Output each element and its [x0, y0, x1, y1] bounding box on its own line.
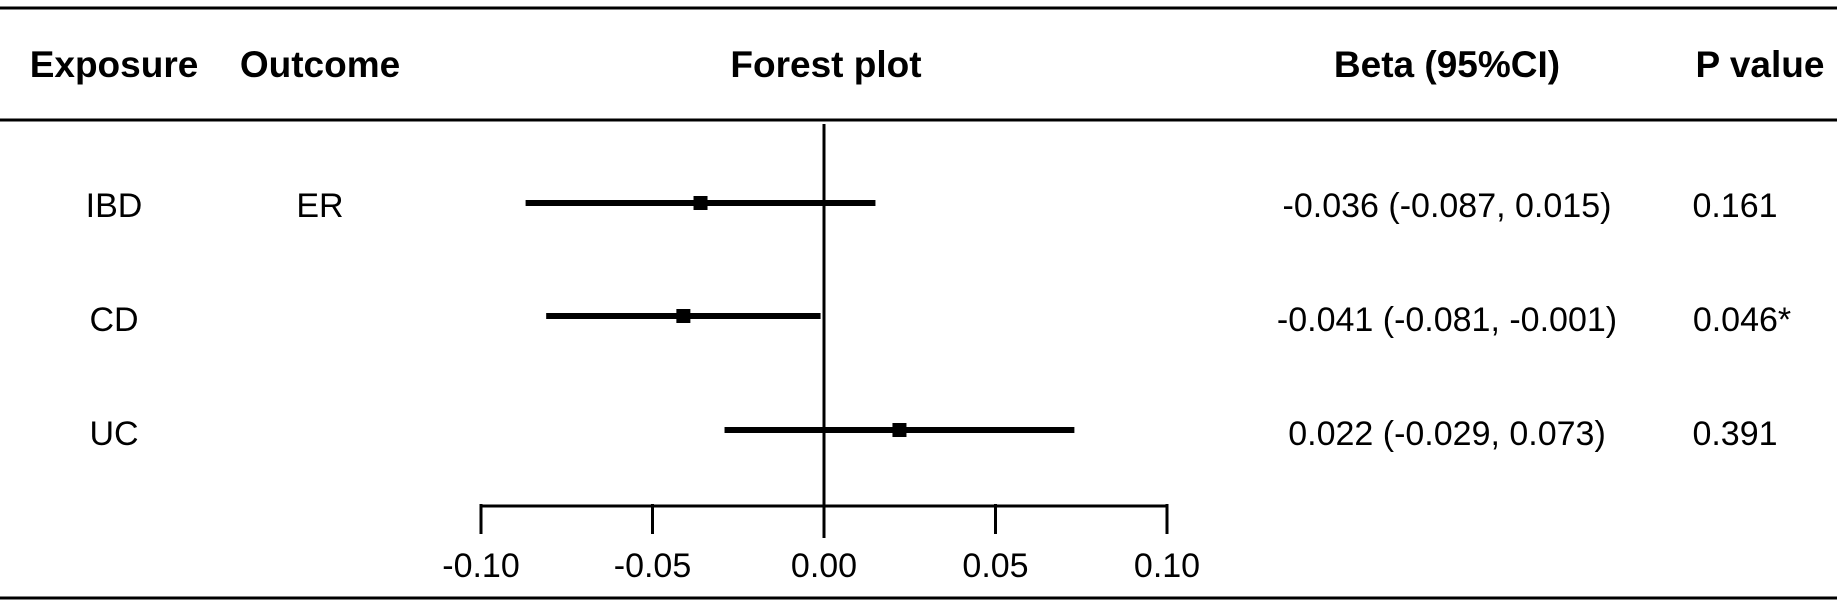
x-tick-label-4: 0.05 [962, 547, 1028, 585]
header-p-value: P value [1696, 44, 1825, 85]
row-1-beta-ci: -0.036 (-0.087, 0.015) [1283, 187, 1612, 225]
header-beta-ci: Beta (95%CI) [1334, 44, 1560, 85]
row-2-beta-ci: -0.041 (-0.081, -0.001) [1277, 301, 1617, 339]
row-3-p-value: 0.391 [1692, 415, 1777, 453]
header-outcome: Outcome [240, 44, 400, 85]
x-tick-label-5: 0.10 [1134, 547, 1200, 585]
row-2-exposure: CD [89, 301, 138, 339]
header-exposure: Exposure [30, 44, 199, 85]
row-3-exposure: UC [89, 415, 138, 453]
x-tick-label-1: -0.10 [442, 547, 520, 585]
row-1-exposure: IBD [86, 187, 143, 225]
forest-plot-area: -0.10 -0.05 0.00 0.05 0.10 [442, 124, 1200, 585]
header-forest-plot: Forest plot [730, 44, 921, 85]
row-3-beta-ci: 0.022 (-0.029, 0.073) [1288, 415, 1606, 453]
row-1-p-value: 0.161 [1692, 187, 1777, 225]
estimate-marker-ibd [693, 196, 708, 210]
estimate-marker-uc [892, 423, 907, 437]
x-tick-label-3: 0.00 [791, 547, 857, 585]
row-1-outcome: ER [296, 187, 343, 225]
estimate-marker-cd [676, 309, 691, 323]
x-tick-label-2: -0.05 [614, 547, 692, 585]
row-2-p-value: 0.046* [1693, 301, 1791, 339]
